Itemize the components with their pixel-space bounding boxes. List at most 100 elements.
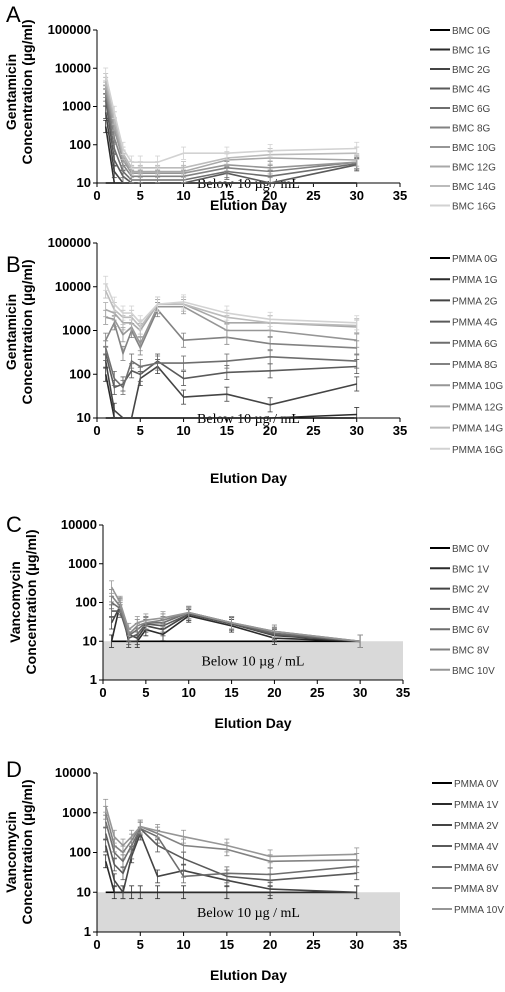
legend-label: BMC 6G [452,104,491,115]
legend-label: BMC 2V [452,585,490,596]
series-line [104,94,357,181]
series-line [104,827,357,882]
x-tick-label: 20 [267,685,281,700]
panel-b: B Below 10 µg / mL 10 100 1000 10000 100000 0 5 1… [3,235,503,486]
legend-label: BMC 1G [452,46,491,57]
y-tick-label: 10 [77,175,91,190]
y-tick-label: 100000 [48,235,91,250]
x-tick-label: 25 [310,685,324,700]
x-axis-label: Elution Day [210,197,287,213]
y-tick-label: 10 [77,884,91,899]
legend-label: BMC 16G [452,202,496,213]
legend-label: PMMA 12G [452,402,503,413]
x-axis-label: Elution Day [214,715,291,731]
legend-label: BMC 0V [452,544,490,555]
legend-label: PMMA 10V [454,905,504,916]
legend: BMC 0V BMC 1V BMC 2V BMC 4V BMC 6V BMC 8V BMC … [430,544,495,677]
legend-label: BMC 12G [452,163,496,174]
legend-label: PMMA 16G [452,445,503,456]
below-threshold-label: Below 10 µg / mL [197,906,300,921]
y-tick-label: 1 [90,672,97,687]
y-axis-label-line: Concentration (µg/ml) [23,530,39,675]
legend-label: BMC 10G [452,143,496,154]
series-line [104,308,357,356]
x-tick-label: 30 [349,423,363,438]
y-tick-label: 10000 [55,765,91,780]
series-pmma-16g [103,275,360,331]
x-tick-label: 5 [137,937,144,952]
y-tick-label: 10 [83,633,97,648]
x-tick-label: 5 [137,188,144,203]
legend-label: BMC 4V [452,605,490,616]
x-tick-label: 30 [349,937,363,952]
y-axis-label-line: Gentamicin [3,294,19,370]
below-threshold-region [97,892,400,932]
x-tick-label: 35 [393,188,407,203]
y-tick-label: 100 [69,845,91,860]
x-tick-label: 20 [263,188,277,203]
legend-label: BMC 2G [452,65,491,76]
legend-label: PMMA 14G [452,424,503,435]
series-line [104,861,357,894]
y-axis-label-line: Vancomycin [7,561,23,643]
y-tick-label: 10000 [55,279,91,294]
x-tick-label: 15 [220,937,234,952]
y-axis-label-line: Gentamicin [3,54,19,130]
x-tick-label: 0 [93,423,100,438]
legend-label: PMMA 10G [452,381,503,392]
y-tick-label: 100000 [48,22,91,37]
x-tick-label: 15 [220,423,234,438]
legend-label: PMMA 6G [452,339,498,350]
x-tick-label: 10 [181,685,195,700]
below-threshold-label: Below 10 µg / mL [202,655,305,670]
x-tick-label: 35 [396,685,410,700]
legend-label: BMC 4G [452,85,491,96]
series-line [104,821,357,878]
x-tick-label: 25 [306,423,320,438]
series-line [110,595,361,643]
y-tick-label: 10 [77,410,91,425]
legend-label: PMMA 2V [454,821,499,832]
series-pmma-10v [103,798,360,864]
x-tick-label: 30 [353,685,367,700]
panel-a: A Below 10 µg / mL 10 100 1000 10000 100000 0 5 1… [3,2,496,213]
series-bmc-10g [103,81,360,180]
series-line [104,360,357,419]
x-tick-label: 25 [306,937,320,952]
below-threshold-region [103,641,403,680]
series-line [104,805,357,858]
y-axis-label-line: Concentration (µg/ml) [19,260,35,405]
legend: BMC 0G BMC 1G BMC 2G BMC 4G BMC 6G BMC 8G BMC … [430,26,496,213]
series-bmc-16g [103,67,360,169]
panel-d: D Below 10 µg / mL 1 10 100 1000 10000 0 5 10 15 20… [3,757,504,983]
series-bmc-10v [109,580,363,648]
x-tick-label: 15 [224,685,238,700]
series-line [104,83,357,173]
below-threshold-label: Below 10 µg / mL [197,177,300,192]
y-tick-label: 100 [69,137,91,152]
x-tick-label: 5 [142,685,149,700]
series-pmma-6v [103,814,360,884]
y-tick-label: 1000 [62,323,91,338]
legend-label: PMMA 0V [454,779,499,790]
legend-label: PMMA 0G [452,254,498,265]
y-axis-label: GentamicinConcentration (µg/ml) [3,20,35,165]
series-line [104,290,357,329]
y-tick-label: 1 [84,924,91,939]
legend: PMMA 0G PMMA 1G PMMA 2G PMMA 4G PMMA 6G PMMA … [430,254,503,456]
series-line [104,79,357,169]
legend-label: PMMA 6V [454,863,499,874]
legend-label: BMC 1V [452,564,490,575]
series-line [104,347,357,389]
x-tick-label: 25 [306,188,320,203]
y-axis-label: GentamicinConcentration (µg/ml) [3,260,35,405]
legend: PMMA 0V PMMA 1V PMMA 2V PMMA 4V PMMA 6V PMMA … [432,779,504,916]
series-line [104,91,357,178]
series-line [104,88,357,174]
panel-label: C [6,512,22,537]
legend-label: PMMA 1G [452,275,498,286]
x-tick-label: 10 [176,188,190,203]
series-pmma-6g [103,340,360,395]
legend-label: BMC 0G [452,26,491,37]
